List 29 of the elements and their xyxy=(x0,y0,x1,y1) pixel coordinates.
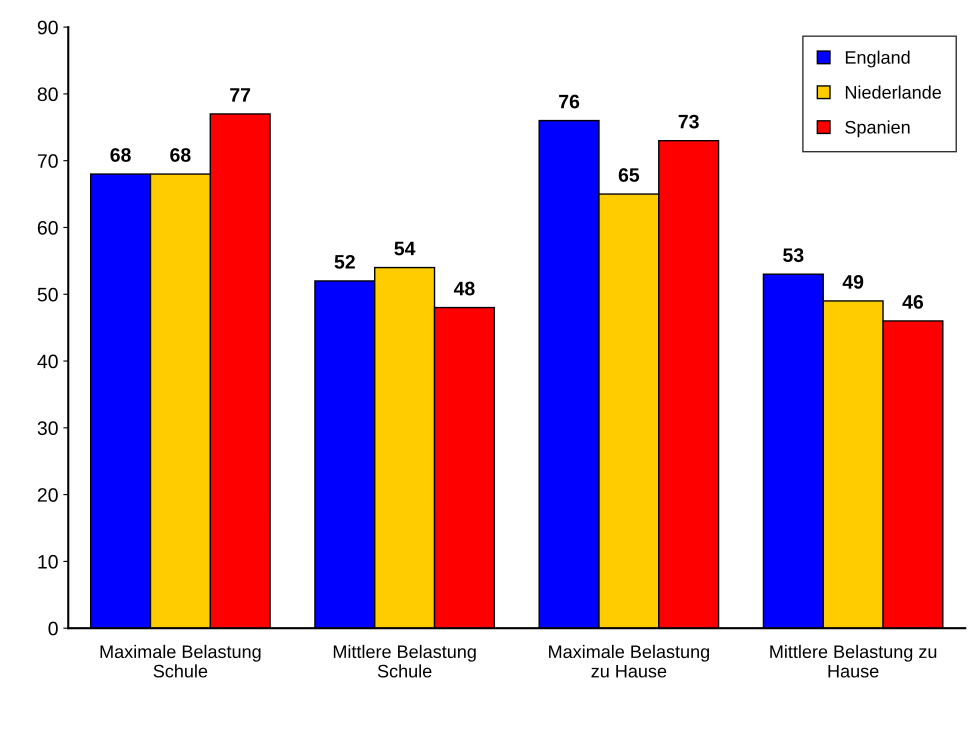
data-label: 48 xyxy=(454,282,475,296)
legend-label: England xyxy=(846,50,910,68)
data-label: 49 xyxy=(842,274,864,289)
data-label: 73 xyxy=(678,114,699,129)
y-tick-label: 30 xyxy=(38,421,58,436)
y-tick-label: 20 xyxy=(38,488,58,502)
x-tick-label: Maximale Belastung Schule xyxy=(100,644,261,678)
y-tick-label: 40 xyxy=(37,354,58,368)
y-tick-label: 0 xyxy=(48,622,58,636)
x-tick-label: Mittlere Belastung Schule xyxy=(334,644,476,678)
data-label: 65 xyxy=(618,168,640,182)
data-label: 53 xyxy=(783,248,804,262)
legend-label: Spanien xyxy=(845,120,910,138)
data-label: 68 xyxy=(170,148,191,162)
y-tick-label: 50 xyxy=(38,288,58,302)
data-label: 76 xyxy=(559,94,580,108)
data-label: 68 xyxy=(110,148,131,162)
y-tick-label: 90 xyxy=(38,20,58,34)
data-label: 46 xyxy=(902,295,924,309)
y-tick-label: 60 xyxy=(38,220,58,235)
data-label: 77 xyxy=(230,88,250,102)
x-tick-label: Maximale Belastung zu Hause xyxy=(549,644,710,678)
data-label: 54 xyxy=(394,242,416,256)
x-tick-label: Mittlere Belastung zu Hause xyxy=(770,644,936,678)
y-tick-label: 80 xyxy=(38,87,58,102)
y-tick-label: 10 xyxy=(38,554,58,569)
y-tick-label: 70 xyxy=(38,154,58,168)
data-label: 52 xyxy=(334,254,355,269)
legend-label: Niederlande xyxy=(846,85,941,99)
